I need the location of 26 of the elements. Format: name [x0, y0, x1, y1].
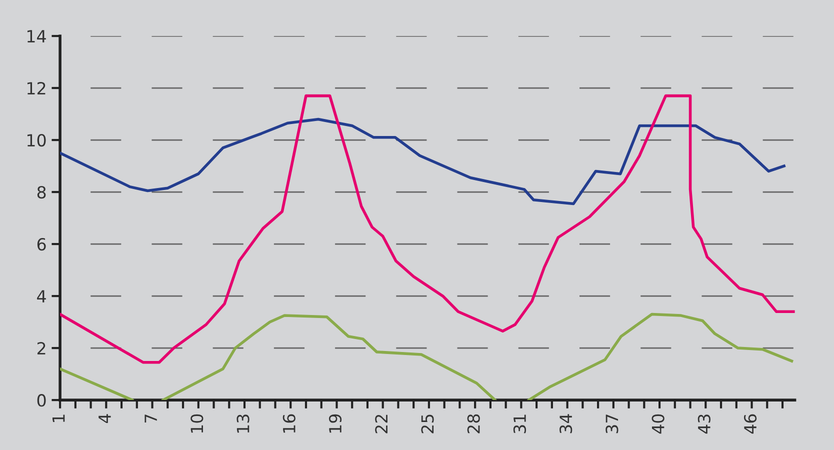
x-tick-label: 13 [236, 414, 250, 433]
y-tick-label: 12 [27, 82, 46, 94]
y-tick-label: 4 [37, 290, 46, 302]
y-tick-label: 10 [27, 134, 46, 147]
x-tick-label: 10 [190, 414, 204, 433]
x-tick-label: 22 [375, 414, 388, 434]
x-tick-label: 31 [513, 414, 526, 434]
x-tick-label: 19 [328, 414, 342, 433]
x-tick-label: 46 [744, 414, 757, 434]
x-tick-label: 1 [52, 414, 65, 422]
line-series [60, 118, 786, 206]
x-tick-label: 34 [560, 414, 572, 434]
x-tick-label: 40 [652, 414, 664, 434]
y-tick-label: 6 [37, 238, 46, 251]
x-tick-label: 16 [282, 414, 296, 433]
x-tick-label: 25 [421, 414, 434, 434]
line-series [60, 94, 795, 364]
x-tick-label: 28 [467, 414, 480, 434]
x-tick-label: 7 [144, 414, 157, 422]
y-tick-label: 0 [37, 394, 46, 407]
y-tick-label: 14 [27, 30, 46, 42]
x-tick-label: 4 [98, 414, 111, 424]
x-tick-label: 37 [606, 414, 618, 434]
y-tick-label: 8 [37, 186, 46, 199]
y-tick-label: 2 [37, 342, 46, 354]
x-tick-label: 43 [698, 414, 710, 434]
